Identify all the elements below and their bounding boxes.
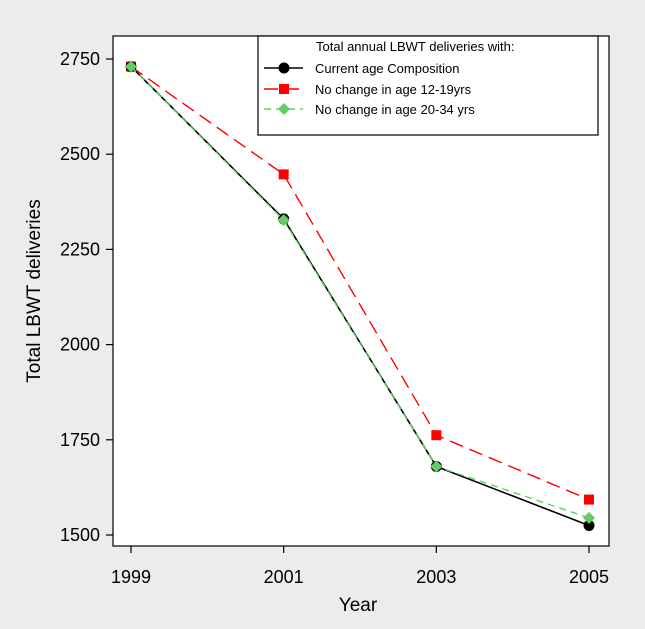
axes: 1500 1750 2000 2250 2500 2750 1999 2001 2003 2005 (60, 49, 609, 587)
y-tick-label: 2250 (60, 239, 100, 259)
y-tick-label: 2000 (60, 335, 100, 355)
x-tick-label: 2005 (569, 567, 609, 587)
data-point (125, 60, 137, 73)
legend-item-1: Current age Composition (264, 61, 460, 76)
x-tick-label: 2001 (264, 567, 304, 587)
x-tick-label: 2003 (416, 567, 456, 587)
y-tick-label: 1750 (60, 430, 100, 450)
data-point (584, 494, 594, 505)
x-tick-label: 1999 (111, 567, 151, 587)
legend: Total annual LBWT deliveries with: Curre… (257, 35, 599, 136)
legend-box (257, 35, 599, 136)
y-axis-title: Total LBWT deliveries (24, 199, 45, 382)
y-tick-label: 1500 (60, 525, 100, 545)
y-tick-label: 2750 (60, 49, 100, 69)
legend-label: No change in age 20-34 yrs (315, 102, 475, 117)
series-group (125, 60, 595, 531)
legend-title: Total annual LBWT deliveries with: (316, 39, 514, 54)
legend-item-3: No change in age 20-34 yrs (264, 102, 475, 117)
series-line (130, 66, 590, 519)
legend-swatch-marker (278, 62, 290, 74)
series-3 (125, 60, 595, 524)
data-point (277, 214, 290, 227)
y-tick-label: 2500 (60, 144, 100, 164)
data-point (278, 169, 289, 180)
data-point (583, 519, 595, 531)
legend-label: No change in age 12-19yrs (315, 82, 472, 97)
legend-swatch-marker (279, 84, 289, 94)
data-point (430, 460, 443, 473)
legend-label: Current age Composition (315, 61, 460, 76)
data-point (431, 430, 442, 441)
data-point (583, 511, 595, 524)
series-line (130, 66, 590, 501)
x-axis-title: Year (339, 595, 378, 616)
legend-swatch-marker (278, 103, 290, 115)
legend-item-2: No change in age 12-19yrs (264, 82, 472, 97)
